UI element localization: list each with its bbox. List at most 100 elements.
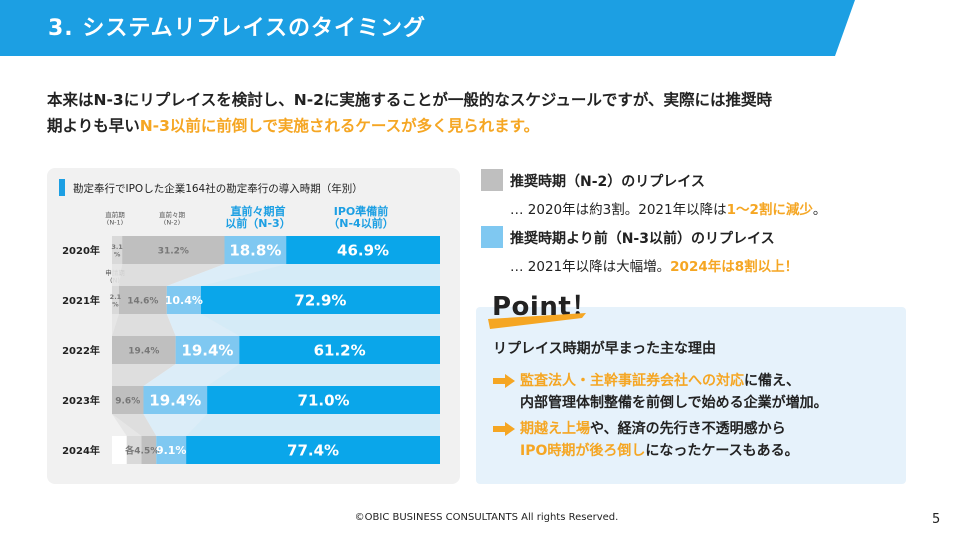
bar-value-label: 3.1 xyxy=(111,243,123,251)
connector-band xyxy=(166,314,240,336)
bar-value-label: 19.4% xyxy=(128,346,159,356)
legend-swatch-blue xyxy=(481,226,503,248)
bar-value-label: 9.6% xyxy=(115,396,140,406)
bar-value-label: 61.2% xyxy=(314,342,366,360)
bar-value-label: 10.4% xyxy=(165,294,203,307)
col-header-n2: 直前々期 xyxy=(159,210,186,219)
chart-title: 勘定奉行でIPOした企業164社の勘定奉行の導入時期（年別） xyxy=(73,182,363,195)
reason-2-plain: や、経済の先行き不透明感から xyxy=(590,421,786,437)
legend-swatch-gray xyxy=(481,169,503,191)
bar-value-label: 18.8% xyxy=(229,242,281,260)
connector-band xyxy=(143,364,240,386)
intro-text: 本来はN-3にリプレイスを検討し、N-2に実施することが一般的なスケジュールです… xyxy=(47,87,907,139)
legend-note-gray: … 2020年は約3割。2021年以降は1～2割に減少。 xyxy=(510,198,826,218)
point-underline xyxy=(488,313,586,329)
reason-1-plain: に備え、 xyxy=(744,373,800,389)
reasons-heading: リプレイス時期が早まった主な理由 xyxy=(493,341,717,357)
legend-note-blue-plain: … 2021年以降は大幅増。 xyxy=(510,259,671,275)
orange-arrow-icon xyxy=(493,374,515,388)
reason-1-line-1: 監査法人・主幹事証券会社への対応に備え、 xyxy=(493,370,903,392)
connector-band xyxy=(166,264,287,286)
bar-segment xyxy=(286,236,440,264)
bar-value-label: 2.1 xyxy=(110,293,122,301)
col-header-n4: （N-4以前） xyxy=(328,216,393,230)
legend-note-blue-highlight: 2024年は8割以上！ xyxy=(670,259,799,275)
reason-bullet-1: 監査法人・主幹事証券会社への対応に備え、 内部管理体制整備を前倒しで始める企業が… xyxy=(493,370,903,414)
legend-label-blue: 推奨時期より前（N-3以前）のリプレイス xyxy=(510,231,775,247)
page-title: 3. システムリプレイスのタイミング xyxy=(48,16,427,41)
bar-segment-n xyxy=(112,436,127,464)
bar-value-label: 19.4% xyxy=(181,342,233,360)
reason-bullet-2: 期越え上場や、経済の先行き不透明感から IPO時期が後ろ倒しになったケースもある… xyxy=(493,418,903,462)
bar-segment xyxy=(112,236,123,264)
connector-band xyxy=(112,314,176,336)
bar-value-label: 19.4% xyxy=(149,392,201,410)
bar-value-label: 9.1% xyxy=(156,444,187,457)
chart-title-accent xyxy=(59,179,65,196)
connector-band xyxy=(186,414,440,436)
bar-segment xyxy=(200,286,440,314)
bar-segment xyxy=(118,286,167,314)
reason-1-line-2: 内部管理体制整備を前倒しで始める企業が増加。 xyxy=(520,395,828,411)
intro-line-1: 本来はN-3にリプレイスを検討し、N-2に実施することが一般的なスケジュールです… xyxy=(47,91,773,109)
legend-note-blue: … 2021年以降は大幅増。2024年は8割以上！ xyxy=(510,255,798,275)
page-number: 5 xyxy=(932,512,941,527)
bar-value-label: 各4.5% xyxy=(124,444,159,456)
connector-band xyxy=(207,364,440,386)
col-header-n2: (N-2) xyxy=(164,219,180,227)
row-label: 2024年 xyxy=(62,444,100,457)
bar-value-label: % xyxy=(114,251,121,259)
orange-arrow-icon xyxy=(493,422,515,436)
row-label: 2022年 xyxy=(62,344,100,357)
footer: ©OBIC BUSINESS CONSULTANTS All rights Re… xyxy=(0,512,953,523)
bar-segment xyxy=(112,286,119,314)
col-header-n1: 直前期 xyxy=(105,210,125,219)
bar-value-label: 14.6% xyxy=(127,296,158,306)
col-header-n3: 直前々期首 xyxy=(231,204,286,218)
reason-2-line-2-plain: になったケースもある。 xyxy=(645,443,799,459)
intro-line-2: 期よりも早いN-3以前に前倒しで実施されるケースが多く見られます。 xyxy=(47,113,907,139)
col-header-n3: 以前（N-3） xyxy=(225,216,290,230)
row-label: 2021年 xyxy=(62,294,100,307)
bar-segment xyxy=(224,236,287,264)
bar-segment xyxy=(143,386,208,414)
bar-value-label: 71.0% xyxy=(298,392,350,410)
connector-band xyxy=(200,314,440,336)
bar-value-label: % xyxy=(112,301,119,309)
row-label: 2020年 xyxy=(62,244,100,257)
reason-2-line-1: 期越え上場や、経済の先行き不透明感から xyxy=(493,418,903,440)
bar-value-label: 77.4% xyxy=(287,442,339,460)
connector-band xyxy=(112,364,176,386)
bar-value-label: 46.9% xyxy=(337,242,389,260)
bar-segment xyxy=(141,436,157,464)
reason-1-highlight: 監査法人・主幹事証券会社への対応 xyxy=(520,373,744,389)
bar-segment xyxy=(207,386,440,414)
bar-value-label: 72.9% xyxy=(294,292,346,310)
bar-segment xyxy=(112,386,144,414)
title-bar-shape xyxy=(0,0,855,56)
bar-value-label: 31.2% xyxy=(158,246,189,256)
bar-segment xyxy=(126,436,142,464)
row-label: 2023年 xyxy=(62,394,100,407)
stacked-bar-chart: 勘定奉行でIPOした企業164社の勘定奉行の導入時期（年別） 直前期(N-1) 直前… xyxy=(59,179,440,464)
intro-line-2-plain: 期よりも早い xyxy=(47,117,140,135)
bar-segment xyxy=(156,436,187,464)
title-bar: 3. システムリプレイスのタイミング xyxy=(0,0,953,56)
reason-2-line-2: IPO時期が後ろ倒しになったケースもある。 xyxy=(493,440,903,462)
reason-2-highlight: 期越え上場 xyxy=(520,421,590,437)
chart-panel: 勘定奉行でIPOした企業164社の勘定奉行の導入時期（年別） 直前期 (N-1) 直前… xyxy=(47,168,460,484)
copyright: ©OBIC BUSINESS CONSULTANTS All rights Re… xyxy=(354,512,619,523)
bar-segment xyxy=(112,336,176,364)
col-header-n4: IPO準備前 xyxy=(334,204,389,218)
bar-segment xyxy=(166,286,201,314)
point-box xyxy=(476,307,906,484)
bar-segment xyxy=(122,236,225,264)
connector-band xyxy=(118,264,225,286)
bar-segment xyxy=(186,436,440,464)
connector-band xyxy=(112,264,123,286)
connector-band xyxy=(200,264,440,286)
connector-band xyxy=(112,414,157,436)
legend-note-gray-end: 。 xyxy=(812,202,827,218)
bar-segment xyxy=(175,336,240,364)
connector-band xyxy=(112,414,142,436)
